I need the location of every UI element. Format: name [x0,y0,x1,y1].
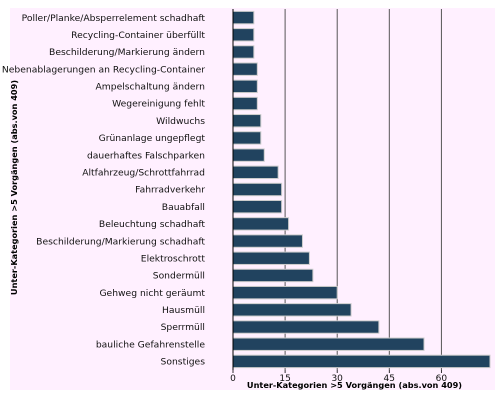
y-axis-title: Unter-Kategorien >5 Vorgängen (abs.von 4… [9,80,19,295]
x-tick-label: 0 [230,374,236,384]
category-label: Recycling-Container überfüllt [71,30,205,41]
bar [232,148,265,162]
x-tick-label: 60 [436,374,448,384]
category-label: Elektroschrott [141,253,206,264]
bar [232,320,380,334]
category-label: bauliche Gefahrenstelle [96,339,205,350]
bar [232,234,303,248]
category-label: Altfahrzeug/Schrottfahrrad [82,168,205,179]
bar [232,337,425,351]
x-axis-ticks: 0 15 30 45 60 [230,370,447,384]
category-label: Grünanlage ungepflegt [99,133,206,144]
category-label: Fahrradverkehr [135,185,205,196]
x-tick-label: 45 [384,374,395,384]
category-label: Sperrmüll [161,322,205,333]
bar [232,96,258,111]
category-label: Poller/Planke/Absperrelement schadhaft [22,13,206,24]
bar [232,268,314,283]
category-label: Beschilderung/Markierung schadhaft [36,236,205,247]
category-label: Wegereinigung fehlt [112,99,205,110]
bar [232,165,279,179]
category-label: dauerhaftes Falschparken [87,150,205,161]
bar [232,251,310,265]
bar [232,354,491,369]
bar [232,62,258,76]
bar [232,28,255,42]
bar [232,182,283,197]
bar [232,285,338,300]
category-labels: Poller/Planke/Absperrelement schadhaft Re… [2,13,206,368]
bar [232,114,262,128]
bar [232,10,255,25]
bar [232,79,258,94]
category-label: Hausmüll [162,305,205,316]
category-label: Nebenablagerungen an Recycling-Container [2,64,205,75]
category-label: Ampelschaltung ändern [96,82,206,93]
category-label: Sondermüll [153,271,205,282]
bars [232,10,491,369]
bar [232,303,352,317]
bar [232,217,290,231]
bar [232,131,262,145]
x-tick-label: 30 [331,374,343,384]
category-label: Beleuchtung schadhaft [99,219,206,230]
category-label: Wildwuchs [156,116,205,127]
x-tick-label: 15 [279,374,290,384]
category-label: Beschilderung/Markierung ändern [49,47,205,58]
category-label: Bauabfall [162,202,205,213]
category-label: Sonstiges [161,357,206,368]
category-label: Gehweg nicht geräumt [99,288,205,299]
x-axis-title: Unter-Kategorien >5 Vorgängen (abs.von 4… [247,380,462,390]
bar [232,45,255,59]
bar [232,200,283,214]
